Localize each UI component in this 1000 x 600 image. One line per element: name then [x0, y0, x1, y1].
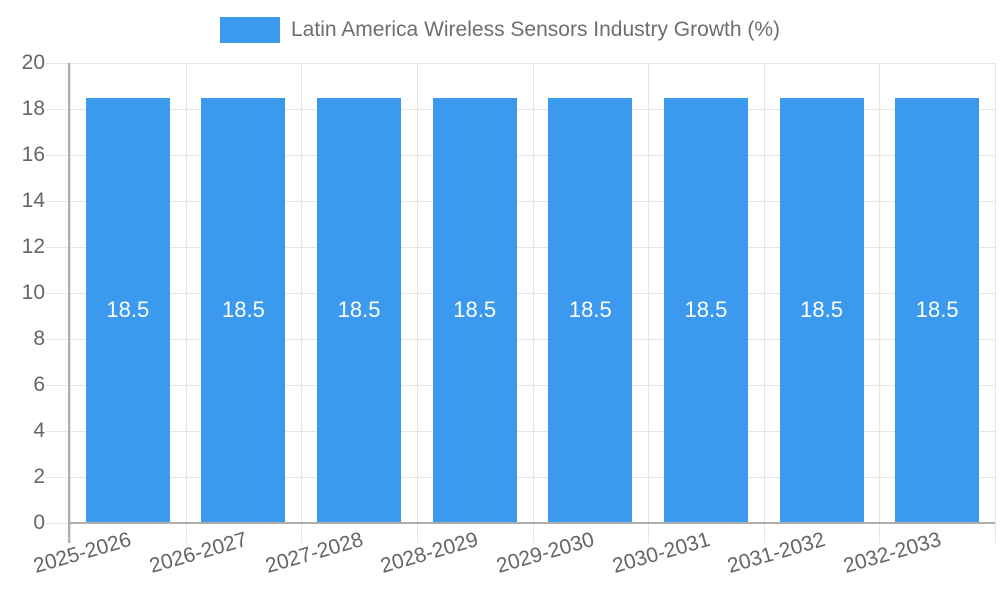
- y-axis-tick-label: 2: [33, 465, 45, 488]
- y-gridline: [46, 155, 995, 156]
- y-gridline: [46, 385, 995, 386]
- x-axis-tick-label: 2026-2027: [146, 528, 250, 578]
- y-axis-line: [68, 63, 70, 543]
- bar-value-label: 18.5: [915, 297, 959, 323]
- bar: [85, 97, 170, 523]
- bar: [548, 97, 633, 523]
- x-axis-tick-label: 2027-2028: [262, 528, 366, 578]
- x-gridline: [879, 63, 881, 543]
- bar-value-label: 18.5: [337, 297, 381, 323]
- y-gridline: [46, 477, 995, 478]
- bar-value-label: 18.5: [106, 297, 150, 323]
- y-axis-tick-label: 18: [21, 97, 45, 120]
- y-gridline: [46, 109, 995, 110]
- y-axis-tick-label: 6: [33, 373, 45, 396]
- y-gridline: [46, 247, 995, 248]
- x-axis-tick-label: 2030-2031: [609, 528, 713, 578]
- x-axis-tick-label: 2031-2032: [725, 528, 828, 578]
- bar-value-label: 18.5: [568, 297, 612, 323]
- y-axis-tick-label: 12: [21, 235, 45, 258]
- x-gridline: [532, 63, 534, 543]
- y-axis-tick-label: 4: [33, 419, 45, 442]
- y-gridline: [46, 201, 995, 202]
- y-gridline: [46, 293, 995, 294]
- y-axis-tick-label: 14: [21, 189, 45, 212]
- bar-value-label: 18.5: [453, 297, 497, 323]
- bar-value-label: 18.5: [684, 297, 728, 323]
- bar: [663, 97, 748, 523]
- legend-swatch: [220, 17, 280, 43]
- x-gridline: [70, 63, 71, 543]
- bar: [201, 97, 286, 523]
- x-gridline: [185, 63, 187, 543]
- y-gridline: [46, 431, 995, 432]
- y-axis-tick-label: 20: [21, 51, 45, 74]
- x-gridline: [995, 63, 996, 543]
- x-axis-tick-label: 2029-2030: [493, 528, 597, 578]
- bar: [895, 97, 980, 523]
- x-gridline: [648, 63, 650, 543]
- y-gridline: [46, 339, 995, 340]
- bar: [779, 97, 864, 523]
- bar: [432, 97, 517, 523]
- x-gridline: [763, 63, 765, 543]
- x-axis-tick-label: 2032-2033: [840, 528, 944, 578]
- y-axis-tick-label: 0: [33, 511, 45, 534]
- bar-value-label: 18.5: [800, 297, 843, 323]
- bar: [317, 97, 402, 523]
- y-axis-tick-label: 10: [21, 281, 45, 304]
- y-axis-tick-label: 8: [33, 327, 45, 350]
- bar-value-label: 18.5: [222, 297, 265, 323]
- y-gridline: [46, 63, 995, 64]
- y-axis-tick-label: 16: [21, 143, 45, 166]
- x-axis-line: [70, 522, 995, 524]
- x-gridline: [301, 63, 303, 543]
- x-axis-tick-label: 2028-2029: [378, 528, 482, 578]
- legend-label: Latin America Wireless Sensors Industry …: [291, 18, 780, 41]
- x-axis-tick-label: 2025-2026: [31, 528, 135, 578]
- x-gridline: [416, 63, 418, 543]
- chart-legend[interactable]: Latin America Wireless Sensors Industry …: [0, 17, 1000, 43]
